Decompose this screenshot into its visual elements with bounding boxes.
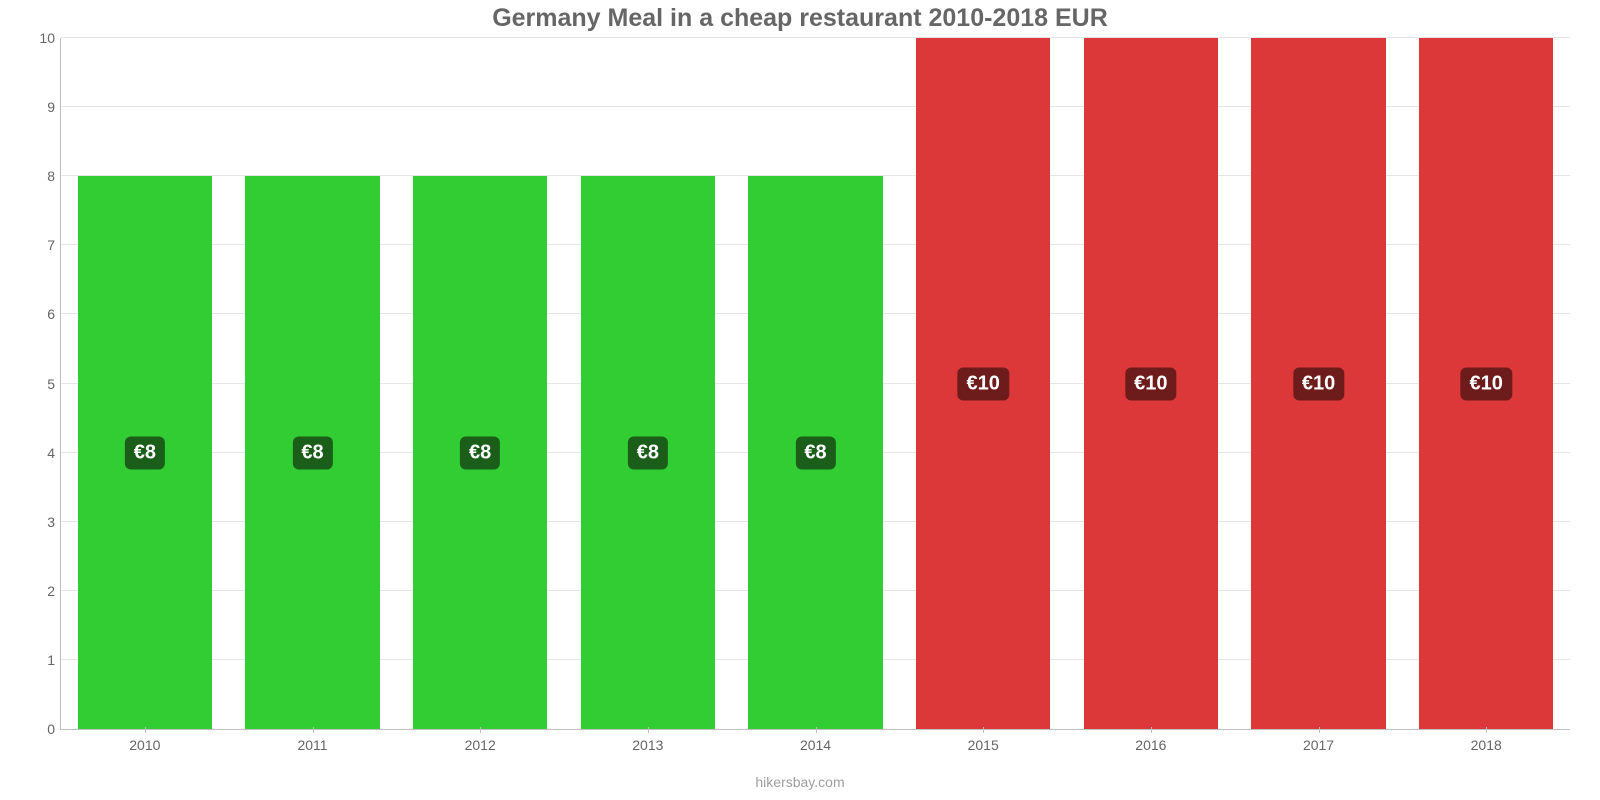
- bar-slot: €10: [1235, 38, 1403, 729]
- y-tick-label: 1: [27, 652, 55, 668]
- y-tick-label: 3: [27, 514, 55, 530]
- y-tick-label: 10: [27, 30, 55, 46]
- bar-value-label: €10: [1293, 367, 1344, 400]
- y-tick-label: 2: [27, 583, 55, 599]
- x-tick-label: 2014: [732, 737, 900, 757]
- plot-area: 012345678910 €8€8€8€8€8€10€10€10€10 2010…: [60, 38, 1570, 730]
- bar: €10: [916, 38, 1050, 729]
- bars-row: €8 €8 €8 €8 €8 €10 €10 €10 €10: [61, 38, 1570, 729]
- caption: hikersbay.com: [0, 774, 1600, 790]
- bar-slot: €10: [1402, 38, 1570, 729]
- y-tick-label: 6: [27, 306, 55, 322]
- x-tick-label: 2018: [1402, 737, 1570, 757]
- y-tick-label: 9: [27, 99, 55, 115]
- bar-chart: Germany Meal in a cheap restaurant 2010-…: [0, 0, 1600, 800]
- bar-value-label: €10: [958, 367, 1009, 400]
- bar-value-label: €10: [1461, 367, 1512, 400]
- bar-slot: €10: [1067, 38, 1235, 729]
- bar-value-label: €8: [628, 436, 668, 469]
- y-tick-label: 5: [27, 376, 55, 392]
- bar-value-label: €8: [292, 436, 332, 469]
- x-tick-label: 2016: [1067, 737, 1235, 757]
- x-tick-label: 2012: [396, 737, 564, 757]
- bar-slot: €8: [229, 38, 397, 729]
- x-tick-label: 2013: [564, 737, 732, 757]
- bar: €8: [78, 176, 212, 729]
- x-tick-label: 2015: [899, 737, 1067, 757]
- x-axis-ticks: 201020112012201320142015201620172018: [61, 737, 1570, 757]
- bar-slot: €8: [564, 38, 732, 729]
- bar-slot: €8: [396, 38, 564, 729]
- bar-value-label: €8: [795, 436, 835, 469]
- x-tick-label: 2010: [61, 737, 229, 757]
- bar: €10: [1084, 38, 1218, 729]
- bar-value-label: €8: [125, 436, 165, 469]
- bar-slot: €10: [899, 38, 1067, 729]
- y-tick-label: 8: [27, 168, 55, 184]
- bar: €10: [1419, 38, 1553, 729]
- bar: €8: [413, 176, 547, 729]
- chart-title: Germany Meal in a cheap restaurant 2010-…: [0, 4, 1600, 33]
- bar: €8: [748, 176, 882, 729]
- x-tick-label: 2011: [229, 737, 397, 757]
- y-tick-label: 0: [27, 721, 55, 737]
- bar-slot: €8: [61, 38, 229, 729]
- bar: €8: [581, 176, 715, 729]
- bar: €10: [1251, 38, 1385, 729]
- x-tick-label: 2017: [1235, 737, 1403, 757]
- y-tick-label: 7: [27, 237, 55, 253]
- bar: €8: [245, 176, 379, 729]
- y-tick-label: 4: [27, 445, 55, 461]
- bar-slot: €8: [732, 38, 900, 729]
- bar-value-label: €8: [460, 436, 500, 469]
- bar-value-label: €10: [1125, 367, 1176, 400]
